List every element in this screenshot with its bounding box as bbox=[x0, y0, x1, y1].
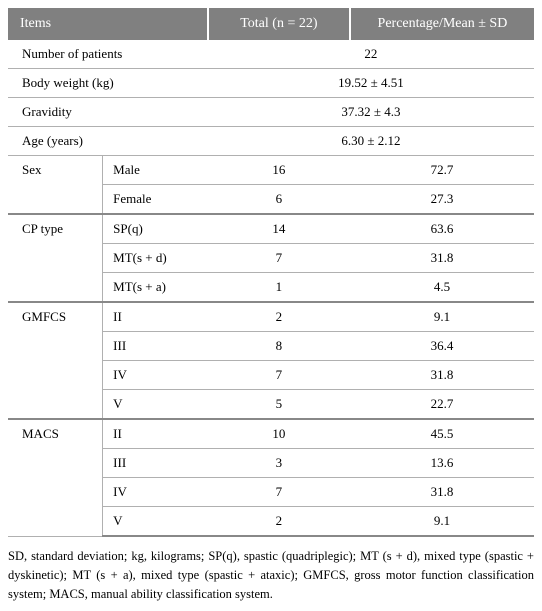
pct-value: 31.8 bbox=[350, 478, 534, 507]
total-value: 2 bbox=[208, 302, 350, 332]
sub-label: MT(s + a) bbox=[103, 273, 208, 303]
pct-value: 72.7 bbox=[350, 156, 534, 185]
total-value: 2 bbox=[208, 507, 350, 537]
table-row: Age (years)6.30 ± 2.12 bbox=[8, 127, 534, 156]
pct-value: 45.5 bbox=[350, 419, 534, 449]
table-row: SexMale1672.7 bbox=[8, 156, 534, 185]
pct-value: 36.4 bbox=[350, 332, 534, 361]
sub-label: II bbox=[103, 302, 208, 332]
pct-value: 9.1 bbox=[350, 302, 534, 332]
total-value: 10 bbox=[208, 419, 350, 449]
pct-value: 13.6 bbox=[350, 449, 534, 478]
total-value: 7 bbox=[208, 478, 350, 507]
pct-value: 4.5 bbox=[350, 273, 534, 303]
total-value: 7 bbox=[208, 244, 350, 273]
total-value: 1 bbox=[208, 273, 350, 303]
table-header-row: Items Total (n = 22) Percentage/Mean ± S… bbox=[8, 8, 534, 40]
row-label: Body weight (kg) bbox=[8, 69, 208, 98]
total-value: 16 bbox=[208, 156, 350, 185]
table-row: CP typeSP(q)1463.6 bbox=[8, 214, 534, 244]
total-value: 5 bbox=[208, 390, 350, 420]
total-value: 14 bbox=[208, 214, 350, 244]
group-label: CP type bbox=[8, 214, 103, 302]
sub-label: III bbox=[103, 449, 208, 478]
group-label: Sex bbox=[8, 156, 103, 215]
pct-value: 22.7 bbox=[350, 390, 534, 420]
row-label: Age (years) bbox=[8, 127, 208, 156]
row-value: 6.30 ± 2.12 bbox=[208, 127, 534, 156]
sub-label: V bbox=[103, 390, 208, 420]
sub-label: IV bbox=[103, 478, 208, 507]
total-value: 8 bbox=[208, 332, 350, 361]
table-row: GMFCSII29.1 bbox=[8, 302, 534, 332]
total-value: 3 bbox=[208, 449, 350, 478]
row-label: Number of patients bbox=[8, 40, 208, 69]
header-items: Items bbox=[8, 8, 208, 40]
sub-label: MT(s + d) bbox=[103, 244, 208, 273]
row-value: 19.52 ± 4.51 bbox=[208, 69, 534, 98]
table-footnote: SD, standard deviation; kg, kilograms; S… bbox=[8, 547, 534, 603]
sub-label: SP(q) bbox=[103, 214, 208, 244]
table-row: Gravidity37.32 ± 4.3 bbox=[8, 98, 534, 127]
header-pct: Percentage/Mean ± SD bbox=[350, 8, 534, 40]
row-value: 37.32 ± 4.3 bbox=[208, 98, 534, 127]
row-label: Gravidity bbox=[8, 98, 208, 127]
pct-value: 9.1 bbox=[350, 507, 534, 537]
pct-value: 63.6 bbox=[350, 214, 534, 244]
row-value: 22 bbox=[208, 40, 534, 69]
sub-label: Male bbox=[103, 156, 208, 185]
pct-value: 31.8 bbox=[350, 361, 534, 390]
demographics-table: Items Total (n = 22) Percentage/Mean ± S… bbox=[8, 8, 534, 537]
sub-label: V bbox=[103, 507, 208, 537]
group-label: GMFCS bbox=[8, 302, 103, 419]
table-row: Number of patients22 bbox=[8, 40, 534, 69]
total-value: 6 bbox=[208, 185, 350, 215]
header-total: Total (n = 22) bbox=[208, 8, 350, 40]
pct-value: 31.8 bbox=[350, 244, 534, 273]
group-label: MACS bbox=[8, 419, 103, 536]
sub-label: II bbox=[103, 419, 208, 449]
table-row: Body weight (kg)19.52 ± 4.51 bbox=[8, 69, 534, 98]
pct-value: 27.3 bbox=[350, 185, 534, 215]
sub-label: III bbox=[103, 332, 208, 361]
total-value: 7 bbox=[208, 361, 350, 390]
sub-label: Female bbox=[103, 185, 208, 215]
sub-label: IV bbox=[103, 361, 208, 390]
table-row: MACSII1045.5 bbox=[8, 419, 534, 449]
